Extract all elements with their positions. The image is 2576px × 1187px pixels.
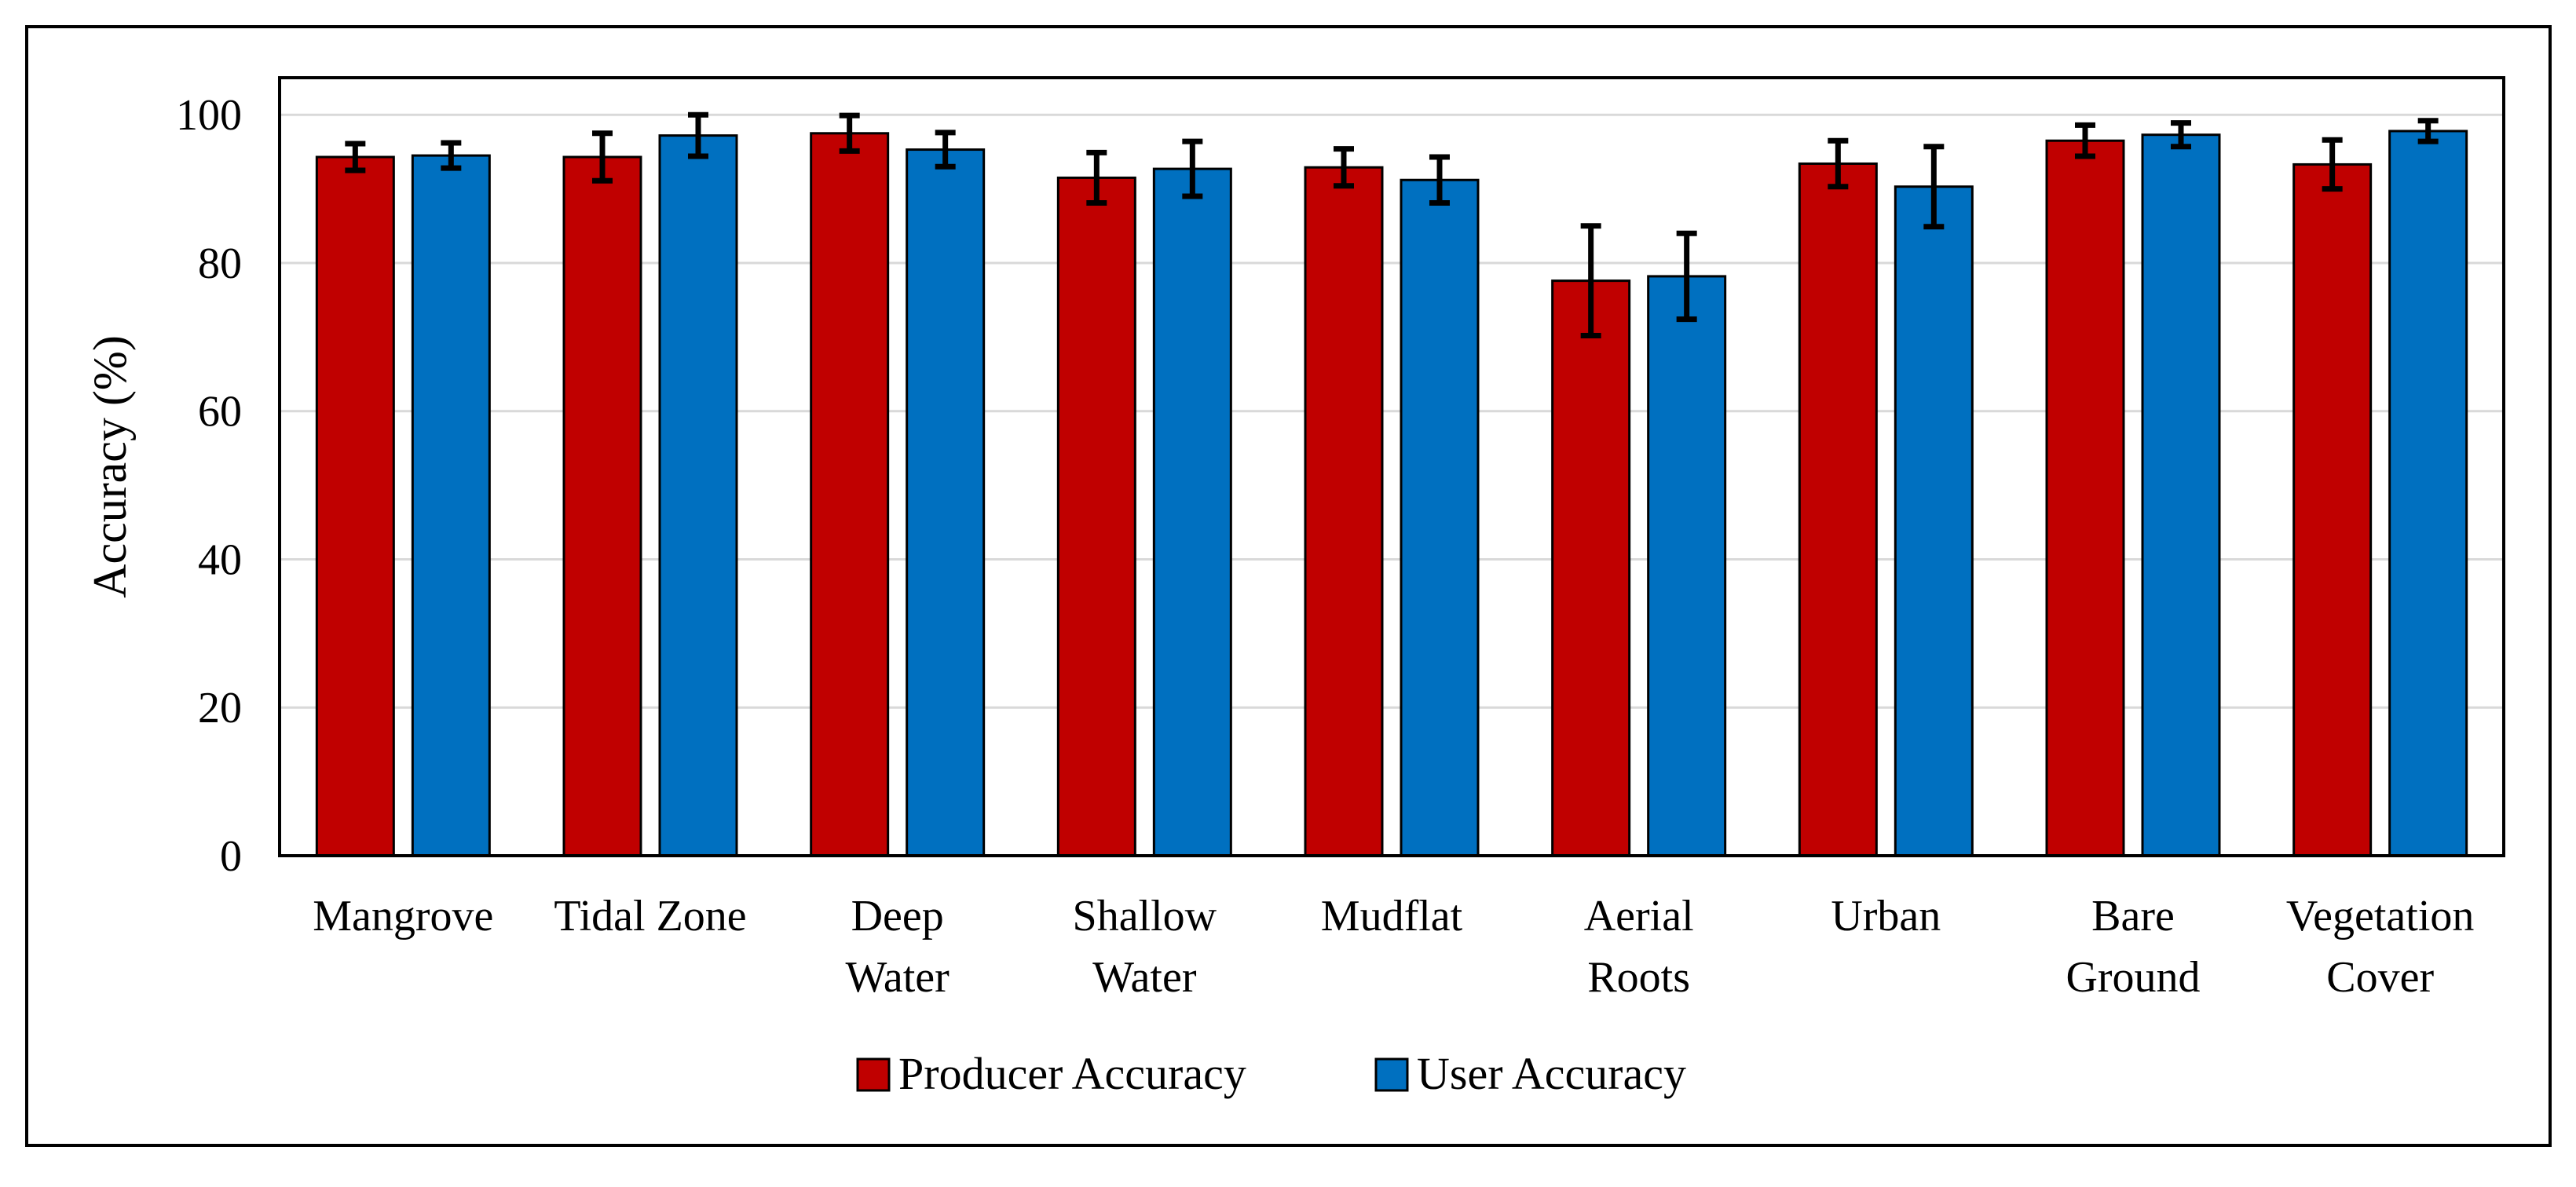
legend-swatch (856, 1057, 891, 1092)
y-tick-label: 80 (198, 239, 242, 288)
legend-swatch (1374, 1057, 1409, 1092)
legend-label: Producer Accuracy (898, 1048, 1246, 1099)
bar (2388, 130, 2468, 857)
bar (658, 134, 738, 857)
x-tick-label: Tidal Zone (554, 892, 746, 940)
y-tick-label: 20 (198, 684, 242, 732)
plot-frame (278, 76, 2505, 857)
x-tick-label: Vegetation Cover (2286, 892, 2474, 1002)
bar (1152, 167, 1232, 857)
bar (1056, 176, 1136, 857)
x-tick-label: Bare Ground (2066, 892, 2200, 1002)
y-tick-label: 0 (220, 832, 242, 881)
bar (315, 155, 395, 857)
legend-label: User Accuracy (1417, 1048, 1686, 1099)
bar (2045, 139, 2125, 857)
y-tick-label: 100 (176, 91, 242, 140)
bar (2141, 133, 2221, 857)
bar (1647, 275, 1727, 857)
plot-area (280, 78, 2504, 856)
bar (411, 154, 491, 857)
x-tick-label: Aerial Roots (1584, 892, 1694, 1002)
bar (2292, 163, 2373, 857)
bar (810, 132, 890, 857)
y-tick-label: 40 (198, 535, 242, 584)
bar (1798, 162, 1878, 857)
x-tick-label: Shallow Water (1073, 892, 1217, 1002)
bar (906, 148, 986, 857)
x-tick-label: Mudflat (1321, 892, 1463, 940)
bar (1551, 279, 1631, 857)
x-tick-label: Deep Water (846, 892, 950, 1002)
x-tick-label: Mangrove (313, 892, 493, 940)
bar (1400, 178, 1480, 857)
x-tick-label: Urban (1831, 892, 1941, 940)
y-axis-label: Accuracy (%) (84, 335, 136, 598)
bar (1304, 166, 1384, 857)
bar (1894, 185, 1974, 857)
bar (562, 155, 642, 857)
y-tick-label: 60 (198, 388, 242, 436)
